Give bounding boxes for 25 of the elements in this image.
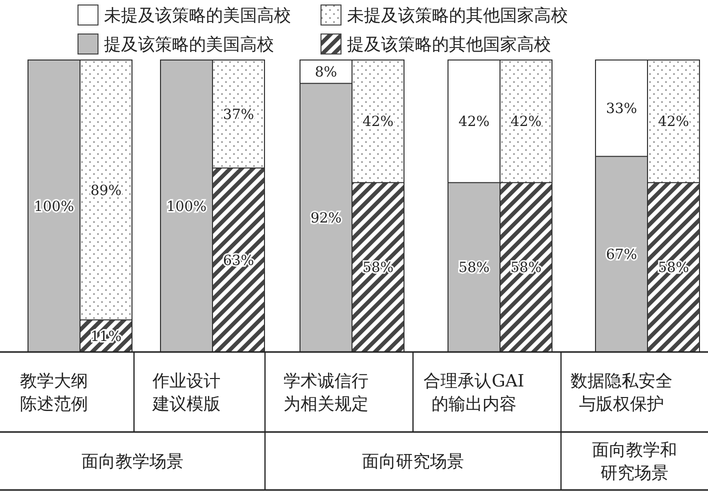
data-label: 92% — [310, 210, 342, 227]
data-label: 89% — [90, 182, 122, 199]
x-tick-label: 数据隐私安全与版权保护 — [570, 371, 672, 414]
data-label: 42% — [458, 114, 490, 130]
x-tick-label: 合理承认GAI的输出内容 — [424, 371, 524, 414]
x-tick-label: 学术诚信行为相关规定 — [284, 371, 368, 414]
legend-label: 未提及该策略的其他国家高校 — [347, 6, 568, 26]
text: 未提及该策略的美国高校 — [104, 6, 291, 26]
text: 面向研究场景 — [362, 452, 464, 472]
legend-label: 提及该策略的美国高校 — [104, 34, 274, 55]
data-label: 100% — [34, 198, 74, 215]
data-label: 100% — [166, 198, 207, 215]
legend-label: 提及该策略的其他国家高校 — [347, 34, 551, 55]
data-label: 58% — [458, 260, 490, 276]
x-tick-label: 教学大纲陈述范例 — [20, 371, 88, 414]
data-label: 33% — [606, 101, 638, 118]
data-label: 42% — [658, 114, 690, 130]
data-label: 8% — [314, 64, 338, 81]
text: 面向教学和研究场景 — [592, 440, 677, 484]
text: 面向教学场景 — [82, 452, 184, 472]
data-label: 42% — [510, 114, 542, 130]
x-tick-label: 作业设计建议模版 — [152, 371, 220, 414]
data-label: 67% — [606, 247, 638, 264]
data-label: 37% — [222, 106, 254, 123]
data-label: 42% — [362, 114, 394, 130]
